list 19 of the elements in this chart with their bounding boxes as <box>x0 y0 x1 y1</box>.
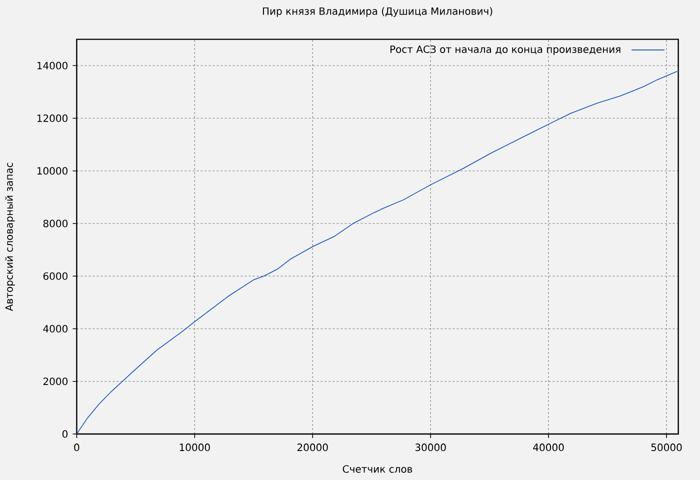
y-tick-label: 0 <box>62 430 68 438</box>
legend-label: Рост АСЗ от начала до конца произведения <box>390 45 620 55</box>
y-tick-label: 4000 <box>43 324 68 333</box>
x-tick-label: 50000 <box>651 444 682 452</box>
y-tick-label: 8000 <box>43 220 68 228</box>
x-tick-label: 40000 <box>533 444 564 452</box>
x-tick-label: 30000 <box>415 444 446 452</box>
y-axis-title: Авторский словарный запас <box>5 162 15 311</box>
y-tick-label: 10000 <box>37 167 68 175</box>
y-tick-label: 14000 <box>37 62 68 70</box>
x-tick-label: 20000 <box>297 444 328 452</box>
x-tick-label: 0 <box>74 444 80 452</box>
y-tick-label: 12000 <box>37 114 68 122</box>
line-series <box>76 71 678 434</box>
x-axis-title: Счетчик слов <box>342 465 412 473</box>
y-tick-label: 6000 <box>43 272 68 280</box>
x-tick-label: 10000 <box>180 444 210 452</box>
y-tick-label: 2000 <box>43 378 68 386</box>
chart-title: Пир князя Владимира (Душица Миланович) <box>262 7 492 17</box>
